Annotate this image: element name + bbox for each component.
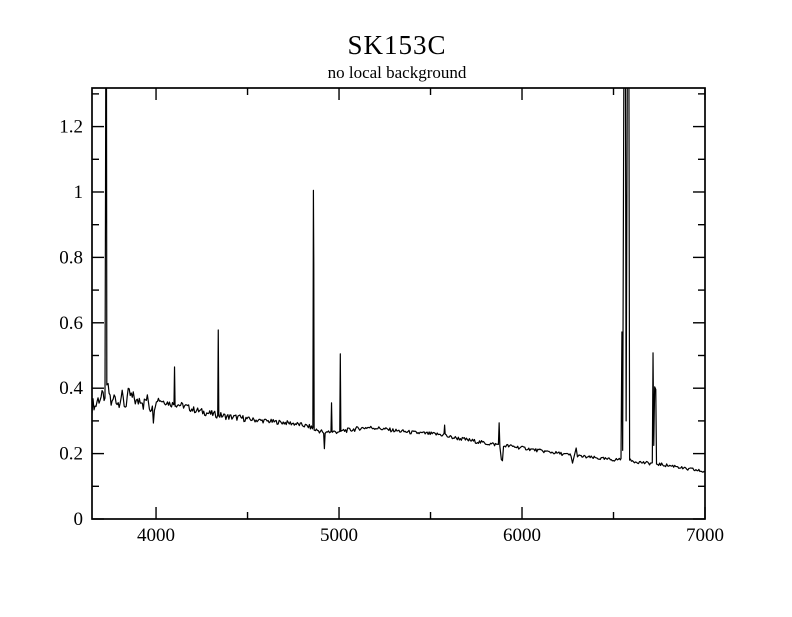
y-tick-label: 0.4 (59, 378, 83, 399)
x-tick-label: 5000 (320, 525, 358, 546)
axis-tick-labels: 4000 5000 6000 7000 0 0.2 0.4 0.6 0.8 1 1.2 (59, 117, 724, 546)
spectrum-line (92, 88, 705, 473)
y-tick-label: 0.2 (59, 444, 83, 465)
axis-ticks (92, 88, 706, 520)
y-tick-label: 1.2 (59, 117, 83, 138)
x-tick-label: 7000 (686, 525, 724, 546)
y-tick-label: 0.6 (59, 313, 83, 334)
x-tick-label: 6000 (503, 525, 541, 546)
chart-subtitle: no local background (328, 63, 467, 82)
plot-frame (91, 87, 706, 520)
chart-title: SK153C (347, 30, 446, 60)
y-tick-label: 1 (74, 182, 84, 203)
y-tick-label: 0 (74, 509, 84, 530)
y-tick-label: 0.8 (59, 247, 83, 268)
x-tick-label: 4000 (137, 525, 175, 546)
